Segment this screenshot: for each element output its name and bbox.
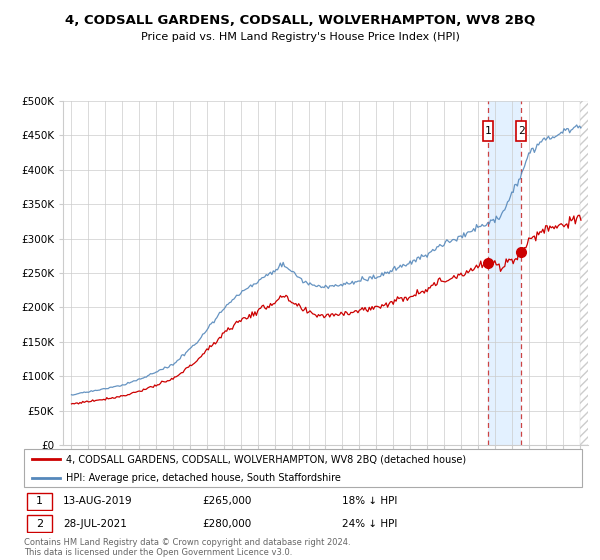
FancyBboxPatch shape [27, 493, 52, 510]
Text: 24% ↓ HPI: 24% ↓ HPI [342, 519, 397, 529]
Text: Price paid vs. HM Land Registry's House Price Index (HPI): Price paid vs. HM Land Registry's House … [140, 32, 460, 43]
Text: £265,000: £265,000 [203, 496, 252, 506]
FancyBboxPatch shape [27, 515, 52, 532]
Text: £280,000: £280,000 [203, 519, 252, 529]
Text: HPI: Average price, detached house, South Staffordshire: HPI: Average price, detached house, Sout… [66, 473, 341, 483]
Text: Contains HM Land Registry data © Crown copyright and database right 2024.
This d: Contains HM Land Registry data © Crown c… [24, 538, 350, 557]
Text: 4, CODSALL GARDENS, CODSALL, WOLVERHAMPTON, WV8 2BQ (detached house): 4, CODSALL GARDENS, CODSALL, WOLVERHAMPT… [66, 454, 466, 464]
FancyBboxPatch shape [24, 449, 582, 487]
Text: 4, CODSALL GARDENS, CODSALL, WOLVERHAMPTON, WV8 2BQ: 4, CODSALL GARDENS, CODSALL, WOLVERHAMPT… [65, 14, 535, 27]
FancyBboxPatch shape [517, 122, 526, 141]
Text: 2: 2 [36, 519, 43, 529]
Text: 2: 2 [518, 126, 525, 136]
Text: 28-JUL-2021: 28-JUL-2021 [63, 519, 127, 529]
Text: 18% ↓ HPI: 18% ↓ HPI [342, 496, 397, 506]
Text: 1: 1 [485, 126, 492, 136]
Bar [580, 101, 600, 445]
FancyBboxPatch shape [483, 122, 493, 141]
Bar [488, 101, 521, 445]
Text: 13-AUG-2019: 13-AUG-2019 [63, 496, 133, 506]
Text: 1: 1 [36, 496, 43, 506]
